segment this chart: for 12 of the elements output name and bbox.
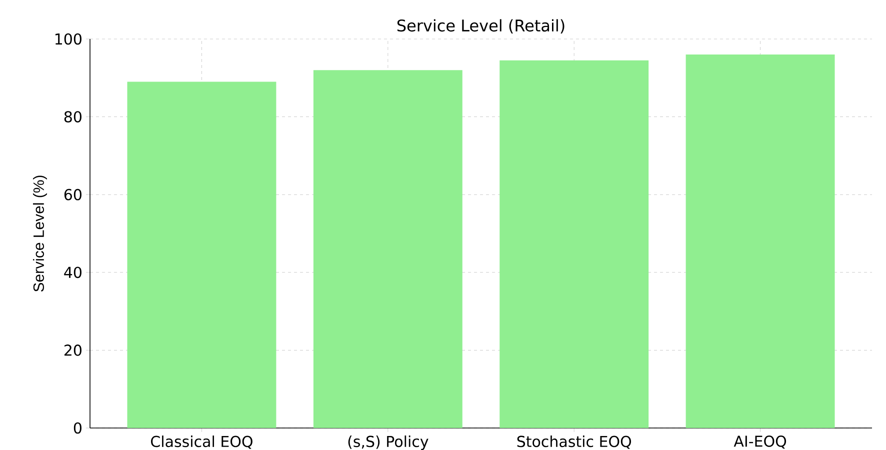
y-tick-label: 20 bbox=[64, 344, 82, 356]
y-tick-label: 40 bbox=[64, 266, 82, 278]
x-tick-label: Classical EOQ bbox=[151, 436, 252, 449]
y-axis-title: Service Level (%) bbox=[32, 176, 47, 292]
x-tick-label: AI-EOQ bbox=[734, 436, 786, 449]
y-tick-label: 0 bbox=[74, 422, 82, 434]
chart-title: Service Level (Retail) bbox=[397, 19, 564, 34]
y-tick-label: 100 bbox=[55, 33, 82, 45]
y-tick-label: 60 bbox=[64, 188, 82, 200]
x-tick-label: (s,S) Policy bbox=[348, 436, 428, 450]
x-tick-label: Stochastic EOQ bbox=[517, 436, 632, 449]
y-tick-label: 80 bbox=[64, 111, 82, 122]
